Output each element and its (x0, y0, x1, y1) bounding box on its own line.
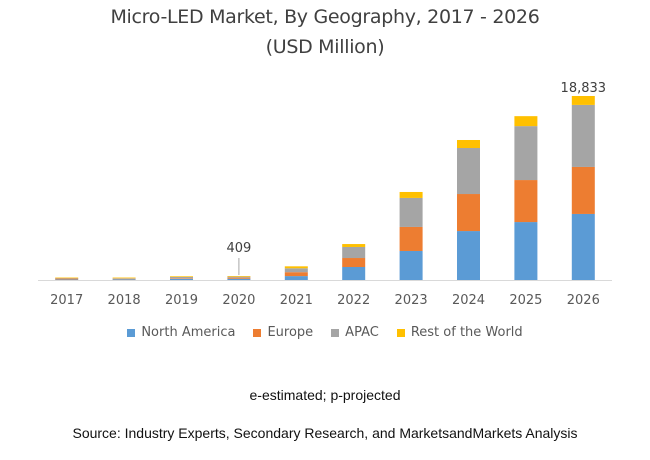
legend-label-europe: Europe (267, 325, 314, 340)
legend-item-apac: APAC (331, 325, 379, 340)
legend: North America Europe APAC Rest of the Wo… (0, 325, 650, 340)
bar-segment-north-america-2024 (457, 231, 480, 280)
bar-segment-apac-2024 (457, 148, 480, 195)
bar-segment-north-america-2023 (399, 250, 423, 280)
x-tick-label: 2026 (567, 293, 600, 308)
x-tick-label: 2018 (108, 293, 141, 308)
bar-segment-europe-2019 (170, 278, 193, 279)
estimate-note: e-estimated; p-projected (249, 387, 401, 403)
data-label-2026: 18,833 (561, 81, 607, 96)
bar-segment-north-america-2017 (55, 279, 79, 280)
bar-segment-apac-2019 (170, 276, 193, 279)
annotations-group: 409 18,833 (226, 81, 607, 276)
bar-segment-apac-2025 (514, 126, 538, 181)
x-tick-label: 2017 (50, 293, 83, 308)
legend-item-rest-of-world: Rest of the World (396, 325, 523, 340)
x-tick-label: 2023 (395, 293, 428, 308)
bar-segment-apac-2021 (284, 268, 308, 273)
chart-title: Micro-LED Market, By Geography, 2017 - 2… (110, 6, 540, 28)
bar-segment-europe-2025 (514, 180, 538, 223)
bar-segment-apac-2023 (399, 197, 423, 227)
bar-segment-north-america-2020 (227, 278, 251, 280)
bar-segment-north-america-2022 (342, 267, 366, 280)
bar-segment-north-america-2019 (170, 278, 193, 280)
stacked-bar-chart: 2017 2018 2019 2020 2021 2022 2023 2024 2025 2026… (38, 81, 612, 308)
bar-segment-rest-of-the-world-2019 (170, 276, 193, 277)
legend-swatch-europe (253, 328, 262, 337)
bar-segment-apac-2022 (342, 246, 366, 259)
source-note: Source: Industry Experts, Secondary Rese… (72, 425, 578, 441)
legend-label-rest-of-world: Rest of the World (410, 325, 523, 340)
chart-subtitle: (USD Million) (265, 36, 385, 58)
bar-segment-rest-of-the-world-2026 (571, 96, 595, 105)
x-tick-label: 2020 (222, 293, 255, 308)
bar-segment-rest-of-the-world-2023 (399, 191, 423, 198)
legend-label-apac: APAC (345, 325, 379, 340)
bar-segment-apac-2026 (571, 104, 595, 167)
bar-segment-europe-2021 (284, 272, 308, 277)
bar-segment-north-america-2018 (112, 279, 136, 280)
x-tick-label: 2025 (509, 293, 542, 308)
legend-label-north-america: North America (141, 325, 236, 340)
bar-segment-north-america-2026 (571, 213, 595, 280)
bar-segment-apac-2020 (227, 276, 251, 278)
bar-segment-europe-2018 (112, 278, 136, 280)
legend-swatch-apac (331, 328, 340, 337)
x-tick-label: 2022 (337, 293, 370, 308)
bar-segment-rest-of-the-world-2024 (457, 139, 480, 149)
bar-segment-europe-2022 (342, 258, 366, 268)
legend-swatch-rest-of-world (396, 328, 405, 337)
legend-swatch-north-america (127, 328, 136, 337)
bar-segment-north-america-2021 (284, 276, 308, 280)
bar-segment-apac-2018 (112, 278, 136, 279)
bar-segment-apac-2017 (55, 278, 79, 279)
legend-item-north-america: North America (127, 325, 235, 340)
x-tick-label: 2019 (165, 293, 198, 308)
x-tick-label: 2024 (452, 293, 485, 308)
bar-segment-north-america-2025 (514, 222, 538, 280)
x-tick-label: 2021 (280, 293, 313, 308)
legend-item-europe: Europe (253, 325, 313, 340)
bar-segment-rest-of-the-world-2025 (514, 116, 538, 127)
bar-segment-europe-2026 (571, 166, 595, 214)
bar-segment-rest-of-the-world-2021 (284, 266, 308, 269)
bar-segment-rest-of-the-world-2018 (112, 277, 136, 279)
bar-segment-rest-of-the-world-2017 (55, 277, 79, 279)
bar-segment-europe-2024 (457, 194, 480, 232)
x-tick-labels: 2017 2018 2019 2020 2021 2022 2023 2024 2025 2026 (50, 293, 600, 308)
bar-segment-rest-of-the-world-2020 (227, 276, 251, 277)
bar-segment-rest-of-the-world-2022 (342, 244, 366, 247)
bar-segment-europe-2017 (55, 278, 79, 280)
data-label-2020: 409 (226, 241, 251, 256)
bars-group (55, 96, 595, 280)
bar-segment-europe-2020 (227, 277, 251, 279)
bar-segment-europe-2023 (399, 226, 423, 251)
